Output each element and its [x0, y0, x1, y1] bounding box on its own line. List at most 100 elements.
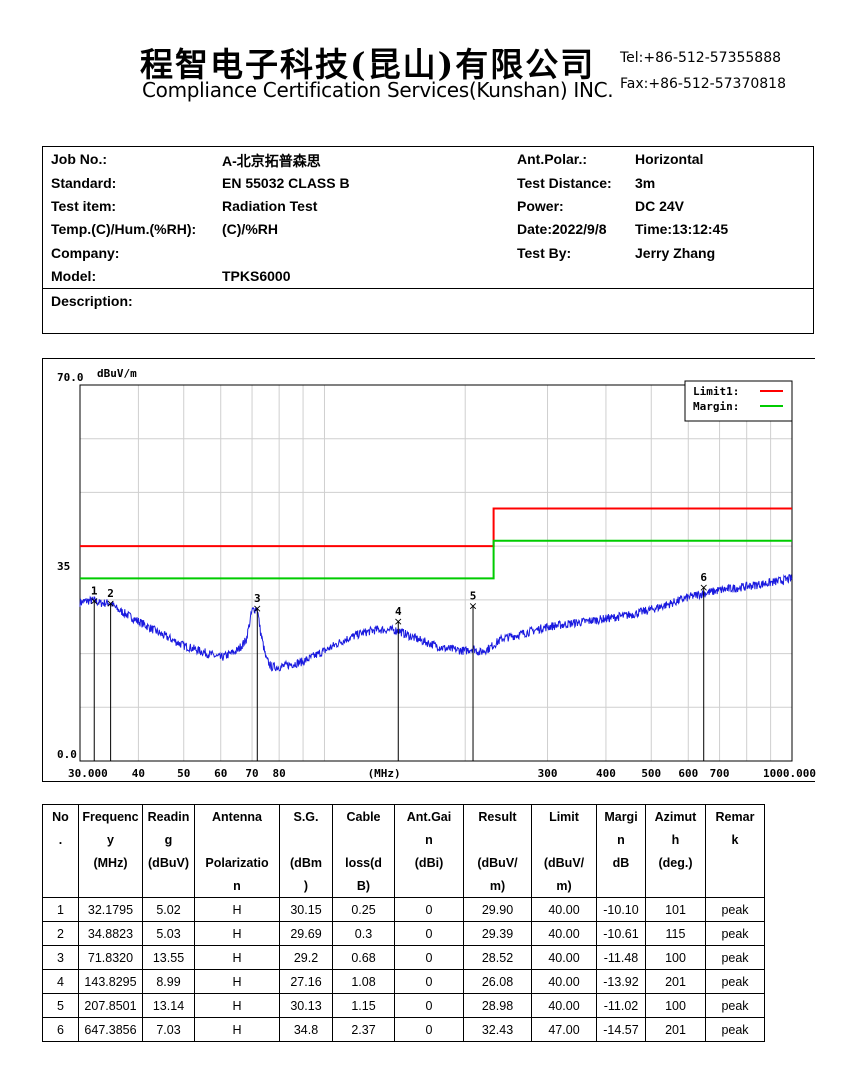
marker-label: 1: [91, 584, 98, 597]
column-header: [645, 874, 706, 898]
y-tick-label: 0.0: [57, 748, 77, 761]
table-cell: 0.68: [332, 945, 395, 970]
table-cell: peak: [705, 945, 765, 970]
marker-symbol: ×: [106, 597, 115, 610]
table-header-row: (MHz) (dBuV) Polarizatio (dBm loss(d (dBi) (dB…: [42, 851, 765, 874]
column-header: Antenna: [194, 804, 280, 828]
table-cell: 29.90: [463, 897, 532, 922]
standard-label: Standard:: [51, 175, 117, 191]
y-tick-label: 70.0: [57, 371, 84, 384]
ant-polar-label: Ant.Polar.:: [517, 151, 588, 167]
table-cell: 29.2: [279, 945, 333, 970]
table-cell: 0: [394, 897, 464, 922]
table-cell: 26.08: [463, 969, 532, 994]
table-cell: 101: [645, 897, 706, 922]
marker-symbol: ×: [253, 602, 262, 615]
x-axis-unit: (MHz): [368, 767, 401, 780]
table-cell: 143.8295: [78, 969, 143, 994]
job-no-label: Job No.:: [51, 151, 107, 167]
model-label: Model:: [51, 268, 97, 284]
column-header: [78, 874, 143, 898]
column-header: [42, 874, 79, 898]
table-cell: 0.25: [332, 897, 395, 922]
column-header: .: [42, 828, 79, 851]
x-tick-label: 400: [596, 767, 616, 780]
column-header: (dBuV): [142, 851, 195, 874]
table-row: 3 71.8320 13.55 H 29.2 0.68 0 28.52 40.00 -11.48 1…: [42, 945, 765, 970]
table-cell: 0: [394, 993, 464, 1018]
table-cell: 1: [42, 897, 79, 922]
table-cell: H: [194, 897, 280, 922]
table-cell: 40.00: [531, 921, 597, 946]
margin-line: [80, 539, 792, 580]
table-cell: 3: [42, 945, 79, 970]
x-tick-label: 60: [214, 767, 227, 780]
table-cell: 5.02: [142, 897, 195, 922]
table-cell: 27.16: [279, 969, 333, 994]
column-header: g: [142, 828, 195, 851]
column-header: [279, 828, 333, 851]
table-cell: 30.15: [279, 897, 333, 922]
marker-symbol: ×: [394, 615, 403, 628]
marker-label: 3: [254, 592, 261, 605]
chart-legend: Limit1: Margin:: [684, 380, 793, 422]
fax: Fax:+86-512-57370818: [620, 76, 786, 92]
legend-label: Limit1:: [693, 385, 739, 398]
table-cell: H: [194, 921, 280, 946]
test-date: Date:2022/9/8: [517, 221, 607, 237]
standard-value: EN 55032 CLASS B: [222, 175, 350, 191]
table-cell: 1.15: [332, 993, 395, 1018]
table-cell: 71.8320: [78, 945, 143, 970]
table-cell: 1.08: [332, 969, 395, 994]
table-cell: 0.3: [332, 921, 395, 946]
table-cell: -11.02: [596, 993, 646, 1018]
table-cell: 201: [645, 969, 706, 994]
column-header: [394, 874, 464, 898]
column-header: [463, 828, 532, 851]
model-value: TPKS6000: [222, 268, 291, 284]
x-tick-label: 300: [538, 767, 558, 780]
ant-polar-value: Horizontal: [635, 151, 704, 167]
column-header: Azimut: [645, 804, 706, 828]
table-cell: 201: [645, 1017, 706, 1042]
column-header: y: [78, 828, 143, 851]
table-cell: 0: [394, 969, 464, 994]
column-header: m): [531, 874, 597, 898]
table-cell: -10.10: [596, 897, 646, 922]
table-cell: 40.00: [531, 993, 597, 1018]
table-cell: 30.13: [279, 993, 333, 1018]
table-cell: 40.00: [531, 969, 597, 994]
table-cell: peak: [705, 993, 765, 1018]
table-cell: 2: [42, 921, 79, 946]
power-value: DC 24V: [635, 198, 685, 214]
x-tick-label: 50: [177, 767, 190, 780]
temp-hum-value: (C)/%RH: [222, 221, 278, 237]
marker-label: 6: [700, 571, 707, 584]
table-cell: 0: [394, 921, 464, 946]
table-cell: 34.8823: [78, 921, 143, 946]
legend-box: [684, 380, 793, 422]
table-header-row: n) B) m) m): [42, 874, 765, 898]
column-header: n: [596, 828, 646, 851]
measurement-trace: [79, 574, 793, 672]
column-header: (MHz): [78, 851, 143, 874]
column-header: Frequenc: [78, 804, 143, 828]
table-cell: -14.57: [596, 1017, 646, 1042]
table-cell: 5: [42, 993, 79, 1018]
table-row: 6 647.3856 7.03 H 34.8 2.37 0 32.43 47.00 -14.57 2…: [42, 1017, 765, 1042]
table-cell: H: [194, 1017, 280, 1042]
table-cell: 40.00: [531, 897, 597, 922]
table-cell: 6: [42, 1017, 79, 1042]
table-cell: 0: [394, 1017, 464, 1042]
table-cell: 29.39: [463, 921, 532, 946]
table-cell: 4: [42, 969, 79, 994]
table-header-row: No Frequenc Readin Antenna S.G. Cable Ant.Gai R…: [42, 804, 765, 828]
marker-label: 4: [395, 605, 402, 618]
table-row: 1 32.1795 5.02 H 30.15 0.25 0 29.90 40.00 -10.10 1…: [42, 897, 765, 922]
marker-symbol: ×: [468, 599, 477, 612]
results-table: No Frequenc Readin Antenna S.G. Cable Ant.Gai R…: [42, 804, 765, 1042]
column-header: Remar: [705, 804, 765, 828]
test-by-label: Test By:: [517, 245, 572, 261]
legend-label: Margin:: [693, 400, 739, 413]
